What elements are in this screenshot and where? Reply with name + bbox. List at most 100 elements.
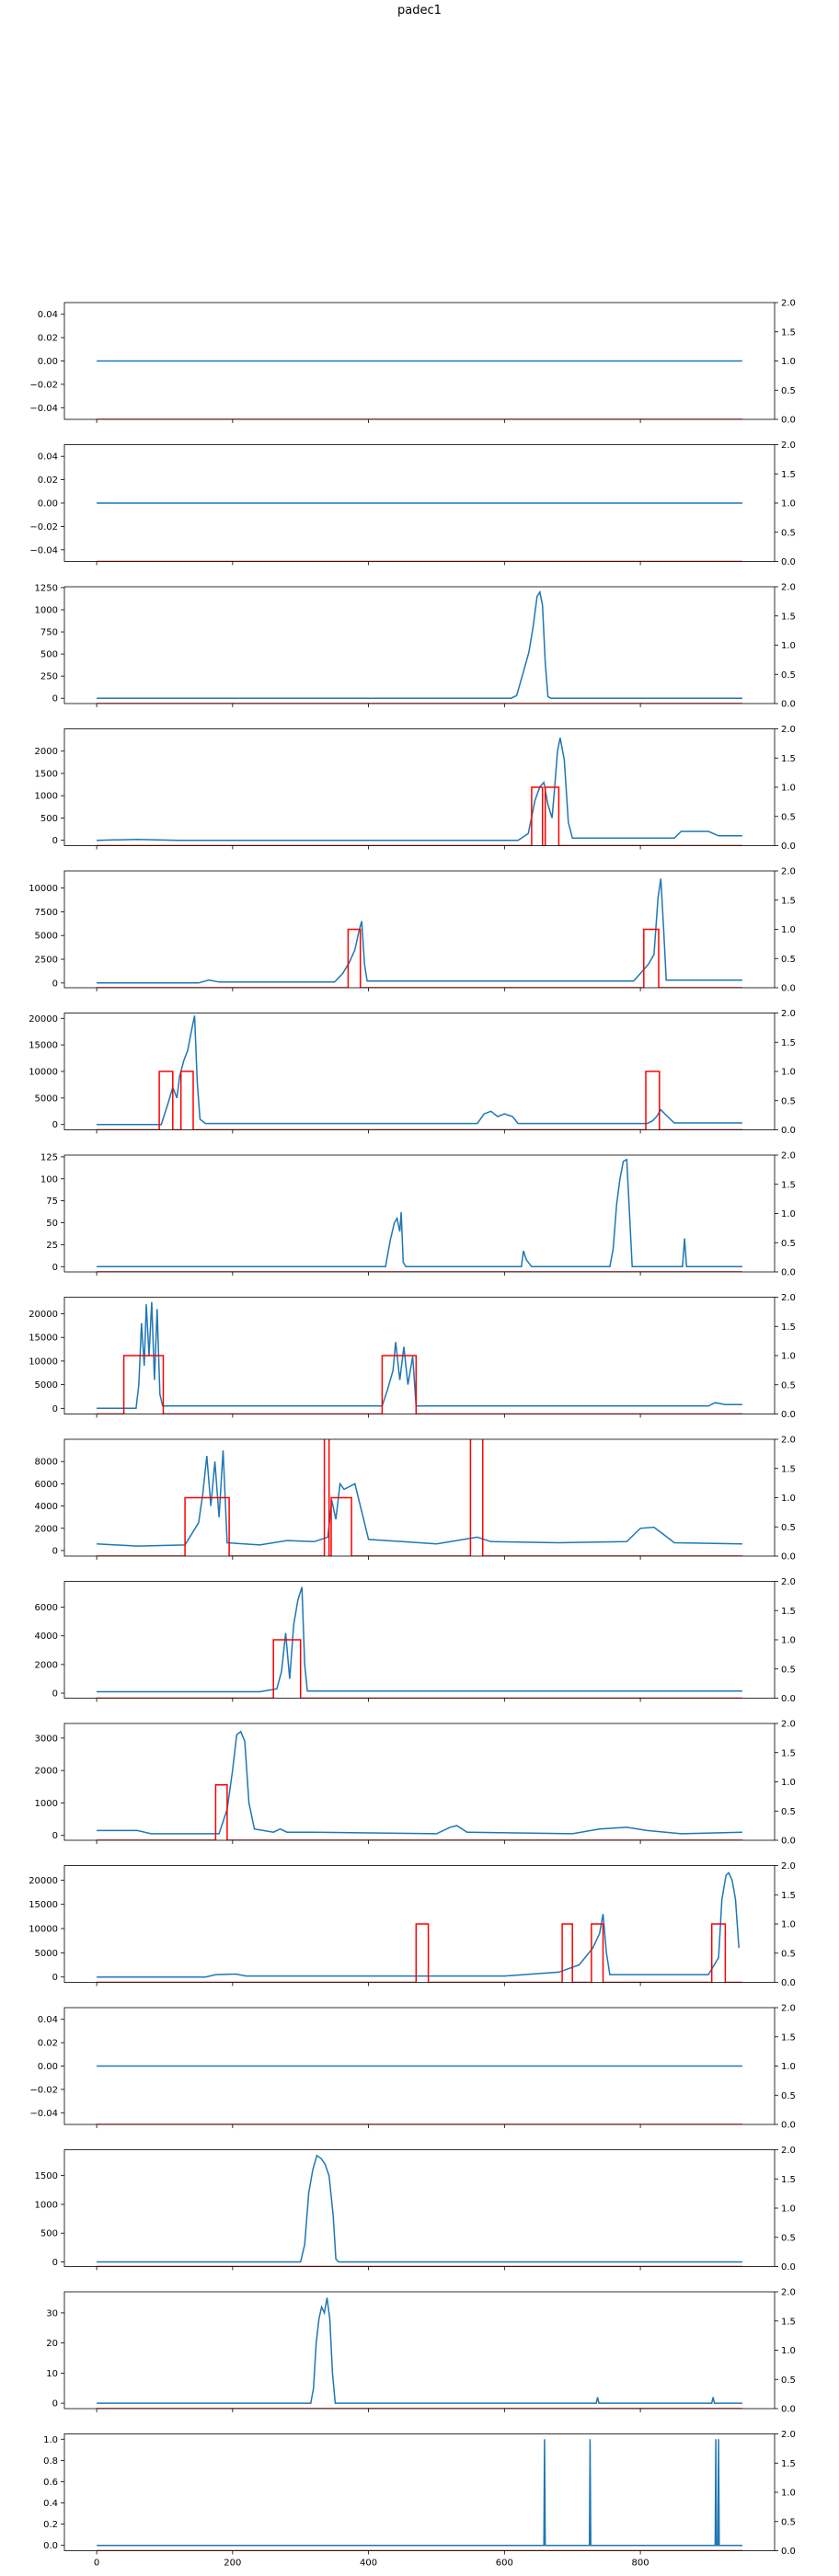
x-tick-label: 0 [94,2559,99,2569]
figure-title: padec1 [397,4,442,17]
y-tick-label: 20 [46,2339,58,2349]
y2-tick-label: 0.0 [781,841,796,852]
subplot-12: 0 5000 10000 15000 20000 0.0 0.5 1.0 1.5 2.0 [29,1861,796,1988]
y2-tick-label: 1.5 [781,2317,796,2327]
mask-series-line [97,1070,742,1130]
y-tick-label: 20000 [29,1014,58,1025]
y-tick-label: 1250 [35,583,58,593]
y2-tick-label: 1.5 [781,2175,796,2185]
subplot-6: 0 5000 10000 15000 20000 0.0 0.5 1.0 1.5 2.0 [29,1009,796,1136]
y2-tick-label: 2.0 [781,2146,796,2156]
y-tick-label: 100 [40,1174,58,1185]
y2-tick-label: 1.5 [781,1180,796,1190]
y2-tick-label: 1.5 [781,470,796,480]
y-tick-label: 8000 [35,1458,58,1468]
y-tick-label: −0.02 [29,380,58,390]
y-tick-label: 500 [40,814,58,824]
y2-tick-label: 2.0 [781,441,796,451]
y2-tick-label: 1.0 [781,2204,796,2215]
y-tick-label: 125 [40,1152,58,1162]
y2-tick-label: 2.0 [781,2288,796,2298]
mask-series-line [97,1355,742,1414]
signal-series-line [97,1015,742,1126]
y2-tick-label: 0.5 [781,812,796,822]
y2-tick-label: 0.5 [781,528,796,538]
y2-tick-label: 0.0 [781,416,796,426]
y2-tick-label: 0.5 [781,1807,796,1817]
subplot-2: −0.04 −0.02 0.00 0.02 0.04 0.0 0.5 1.0 1.5 2.0 [29,441,796,567]
y-tick-label: 500 [40,650,58,660]
y2-tick-label: 0.5 [781,955,796,965]
y2-tick-label: 0.5 [781,1380,796,1391]
y-tick-label: −0.04 [29,404,58,414]
y2-tick-label: 0.5 [781,2233,796,2243]
plot-frame [63,728,776,846]
mask-series-line [97,1923,742,1983]
subplot-9: 0 2000 4000 6000 8000 0.0 0.5 1.0 1.5 2.0 [35,1436,796,1563]
y2-tick-label: 2.0 [781,1151,796,1162]
y2-tick-label: 1.0 [781,1209,796,1219]
y2-tick-label: 1.0 [781,1636,796,1646]
plot-frame [63,870,776,989]
y-tick-label: 0.02 [38,334,58,344]
signal-series-line [97,1872,740,1978]
y2-tick-label: 0.0 [781,2547,796,2557]
mask-series-line [97,928,742,988]
subplot-11: 0 1000 2000 3000 0.0 0.5 1.0 1.5 2.0 [35,1720,796,1847]
y2-tick-label: 0.0 [781,984,796,994]
y2-tick-label: 1.5 [781,1038,796,1048]
y2-tick-label: 0.5 [781,1665,796,1675]
y-tick-label: 1500 [35,769,58,779]
y2-tick-label: 2.0 [781,867,796,877]
y2-tick-label: 1.5 [781,1607,796,1617]
y-tick-label: 10000 [29,884,58,894]
y2-tick-label: 2.0 [781,299,796,309]
y-tick-label: 1.0 [43,2435,58,2445]
signal-series-line [97,590,742,699]
y-tick-label: 0 [52,2258,58,2268]
y2-tick-label: 1.5 [781,1891,796,1901]
y-tick-label: 6000 [35,1603,58,1613]
y2-tick-label: 2.0 [781,2430,796,2440]
plot-frame [63,1581,776,1699]
y2-tick-label: 1.5 [781,327,796,338]
y-tick-label: 0.0 [43,2541,58,2551]
y-tick-label: 2000 [35,1524,58,1534]
signal-series-line [97,878,742,984]
y2-tick-label: 0.5 [781,1239,796,1249]
y2-tick-label: 1.0 [781,1494,796,1504]
y-tick-label: 25 [46,1241,58,1251]
y-tick-label: 2000 [35,1767,58,1777]
subplot-14: 0 500 1000 1500 0.0 0.5 1.0 1.5 2.0 [35,2146,796,2273]
y-tick-label: 1000 [35,606,58,616]
y2-tick-label: 1.0 [781,784,796,794]
y2-tick-label: 0.0 [781,1552,796,1563]
y-tick-label: 0 [52,2399,58,2410]
y-tick-label: 1000 [35,2200,58,2210]
y2-tick-label: 0.0 [781,2121,796,2131]
mask-series-line [97,1783,742,1840]
y2-tick-label: 0.5 [781,1096,796,1106]
y-tick-label: 0.6 [43,2478,58,2488]
y-tick-label: 10000 [29,1068,58,1078]
y2-tick-label: 0.5 [781,670,796,681]
subplot-5: 0 2500 5000 7500 10000 0.0 0.5 1.0 1.5 2.0 [29,867,796,994]
y-tick-label: 5000 [35,1093,58,1104]
subplot-1: −0.04 −0.02 0.00 0.02 0.04 0.0 0.5 1.0 1.5 2.0 [29,299,796,426]
y-tick-label: 20000 [29,1310,58,1320]
y2-tick-label: 0.0 [781,1837,796,1847]
y2-tick-label: 1.0 [781,641,796,651]
mask-series-line [97,786,742,846]
y2-tick-label: 2.0 [781,1861,796,1872]
signal-series-line [97,1586,742,1693]
signal-series-line [97,2154,742,2263]
y2-tick-label: 1.0 [781,1352,796,1362]
y2-tick-label: 2.0 [781,725,796,735]
y-tick-label: 7500 [35,908,58,918]
y-tick-label: 4000 [35,1631,58,1642]
y-tick-label: 0.00 [38,357,58,367]
mask-series-line [97,1439,742,1556]
y2-tick-label: 0.0 [781,1126,796,1136]
y2-tick-label: 1.5 [781,1464,796,1474]
